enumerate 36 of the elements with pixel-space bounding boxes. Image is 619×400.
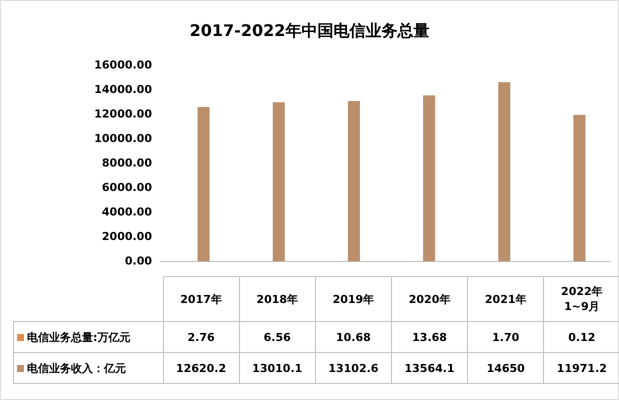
data-label: 13010.1	[239, 352, 316, 384]
data-label: 13.68	[391, 322, 468, 352]
legend-label: 电信业务总量:万亿元	[27, 330, 130, 344]
x-tick-label: 2017年	[163, 276, 240, 322]
data-label: 6.56	[239, 322, 316, 352]
y-tick-label: 10000.00	[94, 132, 152, 145]
bar	[348, 101, 360, 262]
y-tick-label: 6000.00	[102, 180, 152, 194]
x-tick-label: 2020年	[391, 276, 468, 322]
data-label: 11971.2	[544, 352, 619, 384]
y-tick-label: 8000.00	[102, 156, 152, 170]
bar	[498, 82, 510, 262]
data-label: 14650	[468, 352, 544, 384]
x-tick-label: 2021年	[468, 276, 544, 322]
bar	[198, 106, 210, 262]
data-label: 12620.2	[163, 352, 240, 384]
y-tick-label: 2000.00	[102, 230, 152, 243]
bar	[272, 102, 285, 262]
data-label: 13564.1	[391, 352, 468, 384]
data-label: 10.68	[315, 322, 392, 352]
data-label: 13102.6	[315, 352, 392, 384]
x-tick-label: 2019年	[315, 276, 392, 322]
x-tick-label: 2018年	[239, 276, 316, 322]
data-label: 1.70	[468, 322, 544, 352]
legend-label: 电信业务收入：亿元	[27, 362, 126, 374]
x-tick-label: 2022年 1~9月	[544, 276, 619, 322]
y-tick-label: 4000.00	[102, 205, 152, 218]
y-tick-label: 14000.00	[94, 82, 152, 96]
data-label: 0.12	[544, 322, 619, 352]
y-tick-label: 12000.00	[94, 107, 152, 120]
y-tick-label: 0.00	[124, 254, 152, 268]
bar	[423, 95, 436, 262]
chart-title: 2017-2022年中国电信业务总量	[188, 21, 430, 42]
data-label: 2.76	[163, 322, 240, 352]
y-tick-label: 16000.00	[94, 58, 152, 72]
bar	[573, 114, 586, 262]
